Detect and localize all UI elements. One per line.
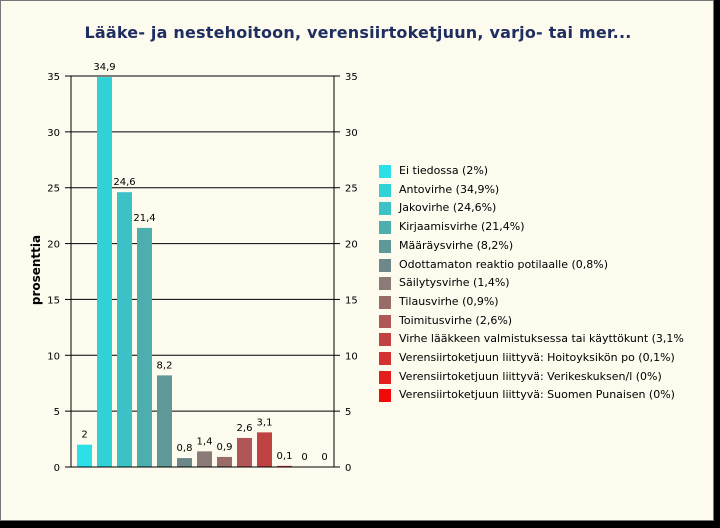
- y-tick-label-left: 0: [54, 463, 60, 474]
- data-label: 34,9: [93, 62, 115, 73]
- bar: [177, 458, 192, 467]
- bar: [237, 437, 252, 467]
- legend-label: Verensiirtoketjuun liittyvä: Verikeskuks…: [399, 369, 662, 383]
- y-tick-label-left: 5: [54, 407, 60, 418]
- legend-label: Jakovirhe (24,6%): [399, 201, 497, 215]
- y-tick-label-right: 30: [345, 128, 358, 139]
- y-tick-label-right: 20: [345, 240, 358, 251]
- chart-title: Lääke- ja nestehoitoon, verensiirtoketju…: [84, 23, 632, 42]
- legend-swatch: [379, 221, 391, 235]
- bar-chart: 0 0 5 5 10 10 15 15 20 20 25 25 30 30 35 35 2 34,9 24,6 21,…: [47, 62, 358, 474]
- legend-label: Verensiirtoketjuun liittyvä: Hoitoyksikö…: [399, 351, 675, 364]
- y-tick-label-right: 15: [345, 295, 358, 306]
- legend-label: Toimitusvirhe (2,6%): [399, 313, 513, 327]
- y-tick-label-left: 15: [47, 295, 60, 306]
- legend-swatch: [379, 314, 391, 328]
- bar: [77, 444, 92, 467]
- data-label: 0,1: [277, 451, 293, 462]
- legend-swatch: [379, 333, 391, 347]
- data-label: 0,9: [217, 442, 233, 453]
- y-tick-label-left: 25: [47, 184, 60, 195]
- data-label: 1,4: [197, 436, 213, 447]
- legend-swatch: [379, 258, 391, 272]
- y-tick-label-right: 10: [345, 351, 358, 362]
- legend-label: Säilytysvirhe (1,4%): [399, 276, 510, 290]
- bar: [157, 375, 172, 467]
- bar: [277, 465, 292, 467]
- legend-swatch: [379, 370, 391, 384]
- y-tick-label-right: 35: [345, 72, 358, 83]
- data-label: 8,2: [157, 360, 173, 371]
- bar: [197, 451, 212, 467]
- legend-label: Odottamaton reaktio potilaalle (0,8%): [399, 257, 608, 271]
- legend-swatch: [379, 295, 391, 309]
- legend-swatch: [379, 389, 391, 403]
- legend-swatch: [379, 183, 391, 197]
- bar: [217, 456, 232, 467]
- legend-swatch: [379, 239, 391, 253]
- bar: [137, 227, 152, 467]
- legend-label: Antovirhe (34,9%): [399, 182, 500, 196]
- y-tick-label-right: 0: [345, 463, 351, 474]
- y-tick-label-right: 25: [345, 184, 358, 195]
- data-label: 2,6: [237, 423, 253, 434]
- data-label: 0: [301, 452, 307, 463]
- y-tick-label-left: 20: [47, 240, 60, 251]
- bar: [97, 77, 112, 468]
- data-label: 0,8: [177, 443, 193, 454]
- data-label: 24,6: [113, 177, 135, 188]
- legend-swatch: [379, 352, 391, 365]
- y-tick-label-left: 10: [47, 351, 60, 362]
- legend-label: Tilausvirhe (0,9%): [399, 294, 499, 308]
- y-tick-label-right: 5: [345, 407, 351, 418]
- bar: [257, 432, 272, 467]
- legend-label: Virhe lääkkeen valmistuksessa tai käyttö…: [399, 332, 684, 346]
- data-label: 3,1: [257, 417, 273, 428]
- data-label: 0: [321, 452, 327, 463]
- legend-label: Verensiirtoketjuun liittyvä: Suomen Puna…: [399, 388, 675, 402]
- legend-swatch: [379, 165, 391, 178]
- data-label: 2: [81, 430, 87, 441]
- legend-label: Kirjaamisvirhe (21,4%): [399, 220, 525, 234]
- data-label: 21,4: [133, 213, 155, 224]
- y-tick-label-left: 35: [47, 72, 60, 83]
- legend-label: Määräysvirhe (8,2%): [399, 238, 514, 252]
- bar: [117, 192, 132, 467]
- legend-swatch: [379, 202, 391, 216]
- chart-frame: Lääke- ja nestehoitoon, verensiirtoketju…: [0, 0, 714, 521]
- legend-label: Ei tiedossa (2%): [399, 164, 489, 177]
- y-tick-label-left: 30: [47, 128, 60, 139]
- legend-swatch: [379, 277, 391, 291]
